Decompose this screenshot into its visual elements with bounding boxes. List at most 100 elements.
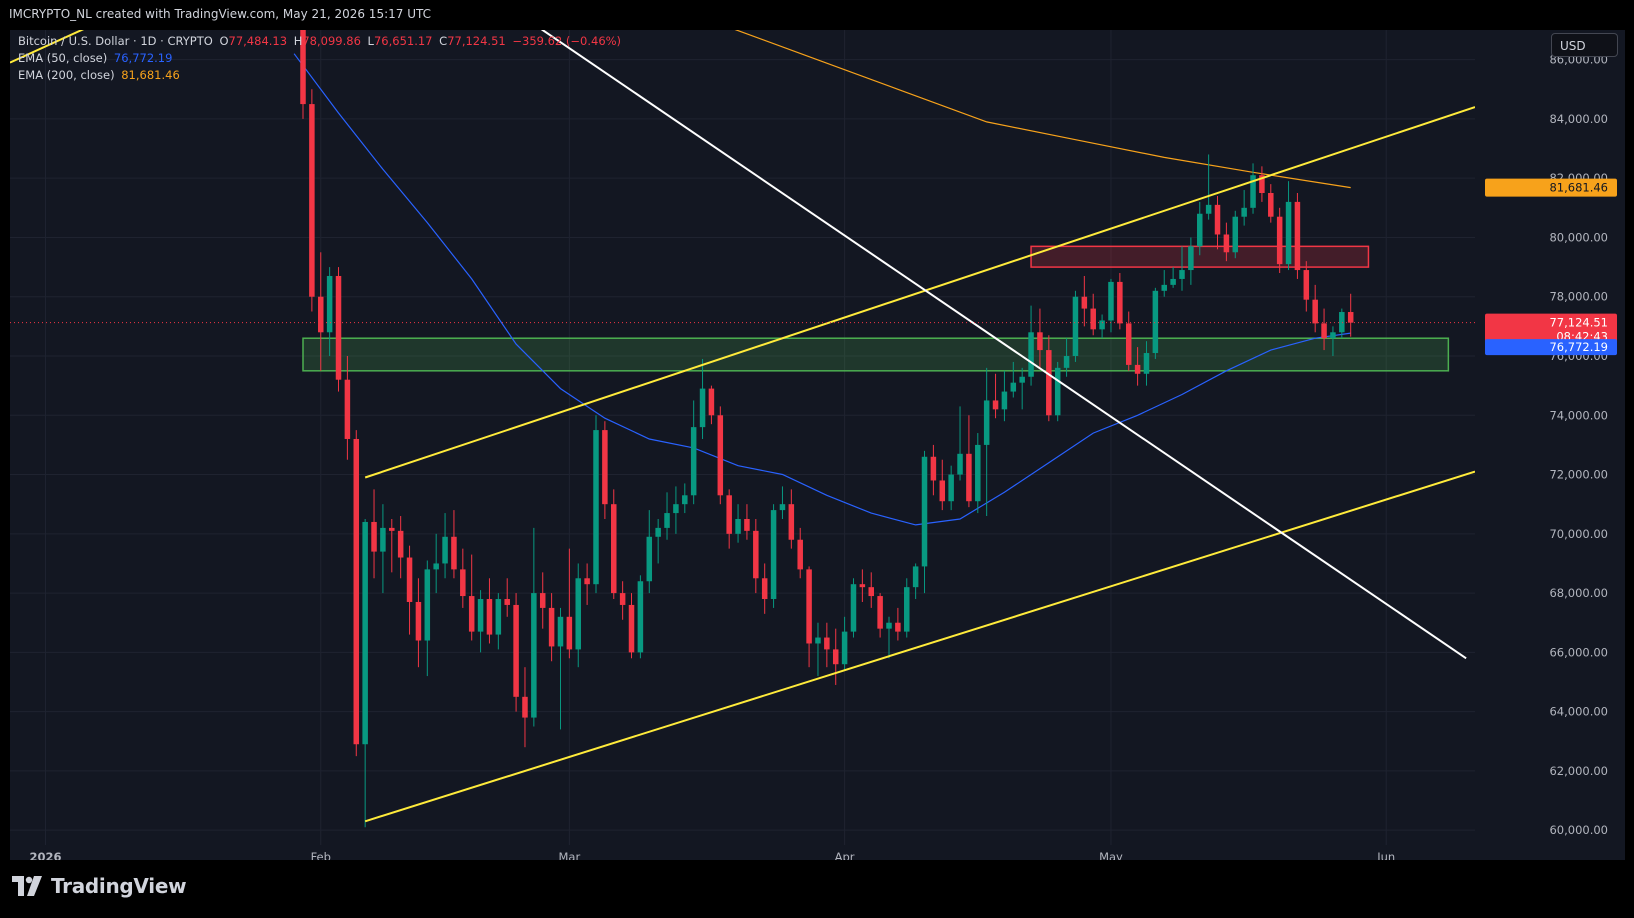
candle	[1312, 284, 1318, 333]
candle	[477, 590, 484, 653]
candle-body	[1312, 299, 1318, 324]
candle	[939, 459, 946, 511]
channel-lower-line	[364, 470, 1475, 823]
candle-body	[744, 519, 750, 531]
candle	[1223, 222, 1230, 262]
ema200-badge: 81,681.46	[1485, 178, 1617, 197]
ema50-line	[293, 53, 1351, 526]
candle-body	[1001, 391, 1008, 410]
candle	[1072, 290, 1079, 362]
candle-body	[1205, 204, 1212, 214]
legend-low: 76,651.17	[373, 34, 433, 48]
candle-body	[673, 504, 679, 514]
legend-symbol-row: Bitcoin / U.S. Dollar · 1D · CRYPTO O77,…	[18, 34, 624, 48]
legend-ema200-label: EMA (200, close)	[18, 68, 115, 82]
price-tick-label: 60,000.00	[1549, 823, 1608, 837]
candle	[1285, 181, 1292, 271]
candle	[788, 489, 795, 549]
candle-body	[637, 581, 644, 653]
candle-body	[1339, 312, 1345, 333]
price-tick-label: 84,000.00	[1549, 112, 1608, 126]
candle-body	[415, 601, 422, 641]
candle-body	[1019, 376, 1025, 383]
candle-body	[921, 456, 928, 567]
price-axis[interactable]	[1475, 30, 1625, 845]
candle-body	[1046, 350, 1052, 416]
candle-body	[1179, 270, 1185, 279]
candle-body	[992, 400, 999, 410]
candle	[1232, 210, 1239, 259]
candle-body	[832, 649, 839, 665]
candle-body	[619, 593, 626, 605]
price-tick-label: 72,000.00	[1549, 468, 1608, 482]
legend-ema200-value: 81,681.46	[121, 68, 180, 82]
candle-body	[975, 444, 981, 502]
candle-body	[602, 430, 608, 505]
candle	[619, 581, 626, 620]
candle-body	[300, 30, 306, 105]
candle	[344, 356, 351, 460]
candle-body	[513, 604, 519, 697]
candle-body	[309, 104, 315, 297]
candle	[1339, 308, 1345, 339]
candle	[1028, 305, 1034, 386]
candle-body	[983, 400, 990, 445]
legend-ema200-row[interactable]: EMA (200, close) 81,681.46	[18, 68, 183, 82]
candle	[318, 252, 324, 371]
candle	[682, 483, 688, 514]
candle	[1250, 163, 1256, 214]
candle-body	[451, 536, 457, 570]
candle	[309, 89, 315, 312]
last-price-badge-bg	[1485, 313, 1617, 346]
candle-body	[1081, 296, 1088, 309]
candle	[975, 433, 981, 514]
last-price-text: 77,124.51	[1549, 316, 1608, 330]
candle-body	[539, 593, 546, 608]
candle	[389, 519, 395, 573]
tradingview-brand: TradingView	[51, 874, 187, 898]
candle-body	[761, 578, 768, 600]
candle	[362, 519, 368, 828]
legend-symbol: Bitcoin / U.S. Dollar · 1D · CRYPTO	[18, 34, 213, 48]
candle	[1099, 314, 1105, 339]
candle-body	[424, 569, 431, 641]
candle	[1294, 193, 1301, 279]
candle	[335, 267, 342, 392]
ema50-badge: 76,772.19	[1485, 339, 1617, 356]
candle-body	[1250, 175, 1256, 208]
candle-body	[486, 599, 493, 635]
candle-body	[939, 480, 946, 502]
legend-ema50-row[interactable]: EMA (50, close) 76,772.19	[18, 51, 175, 65]
currency-button[interactable]: USD	[1551, 33, 1618, 57]
legend-high-label: H	[293, 34, 303, 48]
candle	[726, 489, 732, 549]
candle-body	[531, 593, 537, 718]
price-tick-label: 74,000.00	[1549, 408, 1608, 422]
candle-body	[1241, 207, 1247, 217]
candle-body	[841, 631, 848, 665]
candle-body	[806, 569, 812, 644]
trend-drawings	[10, 30, 1475, 823]
ema200-line	[734, 30, 1351, 189]
candle-body	[557, 616, 564, 647]
candle	[1347, 293, 1354, 337]
candle	[753, 519, 759, 594]
support-zone	[302, 337, 1450, 372]
candle-body	[371, 521, 377, 552]
tradingview-logo[interactable]: TradingView	[12, 874, 187, 898]
candle-body	[1303, 270, 1310, 300]
candle	[486, 578, 493, 644]
candle-body	[584, 578, 590, 585]
candle	[868, 572, 874, 608]
candle-body	[504, 599, 510, 605]
candle	[548, 593, 555, 662]
ema-lines	[293, 30, 1351, 526]
candle-body	[397, 530, 404, 558]
candle-body	[1232, 216, 1239, 253]
channel-upper-line	[364, 106, 1475, 479]
candle-body	[930, 456, 937, 481]
candle-body	[460, 569, 466, 597]
candle	[637, 575, 644, 659]
candle	[797, 527, 803, 579]
